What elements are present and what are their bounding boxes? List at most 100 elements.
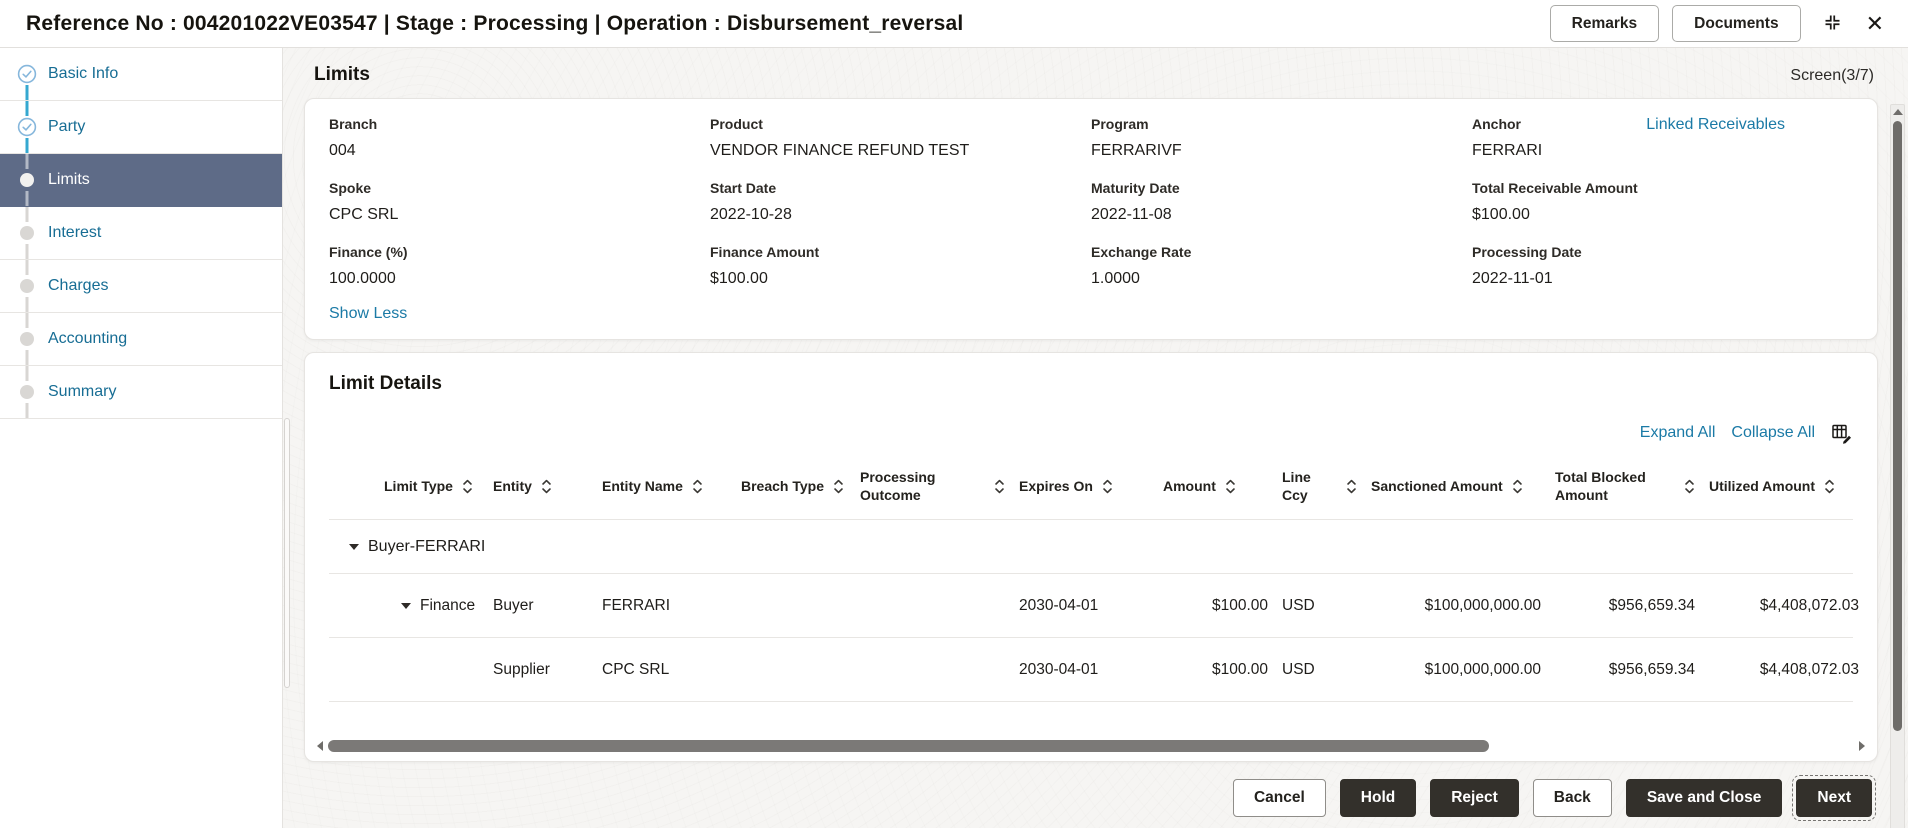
field-product: Product VENDOR FINANCE REFUND TEST [710,116,970,159]
field-finance-percent: Finance (%) 100.0000 [329,244,408,287]
field-finance-amount: Finance Amount $100.00 [710,244,820,287]
edit-table-icon[interactable] [1831,422,1853,444]
footer-action-bar: Cancel Hold Reject Back Save and Close N… [1232,775,1876,821]
scroll-left-icon[interactable] [317,741,323,751]
cancel-button[interactable]: Cancel [1232,779,1326,817]
chevron-down-icon[interactable] [401,602,411,609]
horizontal-scrollbar-thumb[interactable] [328,740,1490,752]
main-content: Limits Screen(3/7) Linked Receivables Br… [292,48,1908,828]
step-rail [16,260,38,312]
table-row[interactable]: Finance Buyer FERRARI 2030-04-01 $100.00… [329,574,1859,638]
sort-icon [541,478,552,495]
column-header-limit-type[interactable]: Limit Type [329,478,479,496]
field-spoke: Spoke CPC SRL [329,180,399,223]
stage-sidebar: Basic Info Party Limits [0,48,283,828]
step-rail [16,48,38,100]
sidebar-item-label: Interest [48,224,102,241]
panel-scrollbar [283,48,292,828]
sidebar-item-basic-info[interactable]: Basic Info [0,48,282,101]
column-header-breach-type[interactable]: Breach Type [741,478,846,496]
show-less-link[interactable]: Show Less [329,305,408,322]
sort-icon [1824,478,1835,495]
column-header-sanctioned-amount[interactable]: Sanctioned Amount [1371,478,1541,496]
save-and-close-button[interactable]: Save and Close [1625,779,1783,817]
column-header-total-blocked-amount[interactable]: Total Blocked Amount [1555,469,1695,504]
panel-scrollbar-thumb[interactable] [284,418,290,688]
header-bar: Reference No : 004201022VE03547 | Stage … [0,0,1908,48]
hold-button[interactable]: Hold [1339,779,1417,817]
column-header-processing-outcome[interactable]: Processing Outcome [860,469,1005,504]
content-header: Limits Screen(3/7) [304,58,1878,98]
column-header-line-ccy[interactable]: Line Ccy [1282,469,1357,504]
sort-icon [1346,478,1357,495]
expand-all-link[interactable]: Expand All [1639,424,1716,441]
limit-details-title: Limit Details [329,373,442,394]
table-row[interactable]: Supplier CPC SRL 2030-04-01 $100.00 USD … [329,638,1859,702]
field-branch: Branch 004 [329,116,378,159]
scroll-right-icon[interactable] [1859,741,1865,751]
column-header-utilized-amount[interactable]: Utilized Amount [1709,478,1859,496]
section-title: Limits [314,64,370,85]
sidebar-item-accounting[interactable]: Accounting [0,313,282,366]
column-header-amount[interactable]: Amount [1163,478,1268,496]
close-icon: ✕ [1865,10,1884,36]
sidebar-item-summary[interactable]: Summary [0,366,282,419]
sidebar-item-label: Party [48,118,86,135]
sort-icon [1102,478,1113,495]
collapse-all-link[interactable]: Collapse All [1731,424,1815,441]
sort-icon [462,478,473,495]
column-header-entity-name[interactable]: Entity Name [602,478,727,496]
vertical-scrollbar-thumb[interactable] [1893,121,1902,731]
back-button[interactable]: Back [1532,779,1612,817]
summary-fields-grid: Branch 004 Product VENDOR FINANCE REFUND… [329,116,1853,288]
sort-icon [994,478,1005,495]
field-anchor: Anchor FERRARI [1472,116,1543,159]
field-program: Program FERRARIVF [1091,116,1182,159]
field-exchange-rate: Exchange Rate 1.0000 [1091,244,1192,287]
chevron-down-icon[interactable] [349,543,359,550]
sort-icon [1684,478,1695,495]
documents-button[interactable]: Documents [1672,5,1801,42]
linked-receivables-link[interactable]: Linked Receivables [1646,116,1785,133]
sidebar-item-interest[interactable]: Interest [0,207,282,260]
step-rail [16,207,38,259]
sidebar-item-label: Accounting [48,330,128,347]
close-button[interactable]: ✕ [1864,11,1886,37]
limit-group-row[interactable]: Buyer-FERRARI [329,520,1853,574]
horizontal-scrollbar-track[interactable] [327,740,1855,752]
pending-step-dot-icon [20,385,34,399]
pending-step-dot-icon [20,279,34,293]
limits-summary-card: Linked Receivables Branch 004 Product VE… [304,98,1878,340]
sidebar-item-label: Basic Info [48,65,119,82]
vertical-scrollbar [1890,104,1905,828]
sort-icon [1225,478,1236,495]
pending-step-dot-icon [20,332,34,346]
field-processing-date: Processing Date 2022-11-01 [1472,244,1582,287]
limit-table-header: Limit Type Entity Entity Name Breach Typ… [329,454,1853,520]
sidebar-item-party[interactable]: Party [0,101,282,154]
group-label: Buyer-FERRARI [368,537,486,555]
sidebar-item-label: Charges [48,277,109,294]
completed-check-icon [17,117,37,137]
sort-icon [833,478,844,495]
step-rail [16,313,38,365]
collapse-arrows-icon [1822,12,1843,36]
reject-button[interactable]: Reject [1430,779,1519,817]
next-button[interactable]: Next [1792,775,1876,821]
step-rail [16,366,38,418]
column-header-expires-on[interactable]: Expires On [1019,478,1149,496]
sidebar-item-charges[interactable]: Charges [0,260,282,313]
collapse-window-button[interactable] [1820,10,1845,38]
step-rail [16,101,38,153]
active-step-dot-icon [20,173,34,187]
completed-check-icon [17,64,37,84]
sidebar-item-limits[interactable]: Limits [0,154,282,207]
scroll-up-icon[interactable] [1892,109,1903,115]
limit-details-card: Limit Details Expand All Collapse All [304,352,1878,762]
sidebar-item-label: Limits [48,171,90,188]
column-header-entity[interactable]: Entity [493,478,588,496]
remarks-button[interactable]: Remarks [1549,5,1660,42]
sort-icon [692,478,703,495]
field-total-receivable-amount: Total Receivable Amount $100.00 [1472,180,1638,223]
